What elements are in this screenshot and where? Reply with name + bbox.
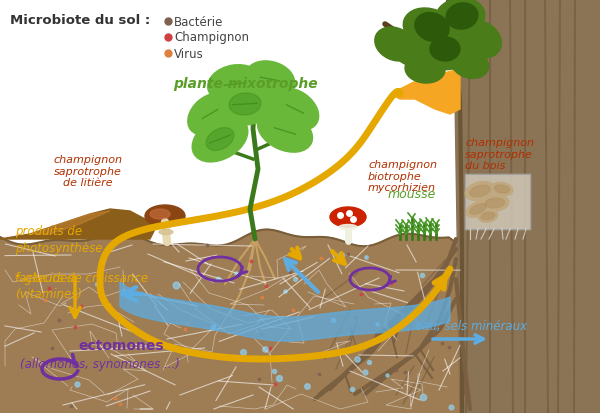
Ellipse shape — [470, 204, 486, 215]
Ellipse shape — [458, 21, 502, 59]
Ellipse shape — [188, 94, 232, 135]
Text: mousse: mousse — [388, 188, 436, 201]
Ellipse shape — [478, 210, 498, 223]
Ellipse shape — [491, 183, 513, 196]
Polygon shape — [390, 70, 460, 115]
Text: (allomones, synomones ...): (allomones, synomones ...) — [20, 357, 180, 370]
Ellipse shape — [145, 206, 185, 228]
Ellipse shape — [245, 62, 295, 98]
Ellipse shape — [257, 111, 313, 153]
Ellipse shape — [485, 199, 505, 208]
Ellipse shape — [494, 185, 509, 194]
Ellipse shape — [330, 207, 366, 228]
Ellipse shape — [466, 182, 494, 201]
Ellipse shape — [403, 9, 457, 51]
Ellipse shape — [481, 195, 509, 211]
Ellipse shape — [431, 39, 469, 71]
Ellipse shape — [451, 50, 489, 79]
Ellipse shape — [446, 4, 478, 30]
Ellipse shape — [150, 209, 170, 219]
Text: champignon
saprotrophe
du bois: champignon saprotrophe du bois — [465, 138, 534, 171]
Text: plante mixotrophe: plante mixotrophe — [173, 77, 317, 91]
Polygon shape — [0, 209, 155, 240]
Bar — [465, 175, 530, 230]
Text: facteurs de croissance
(vitamines): facteurs de croissance (vitamines) — [15, 271, 148, 300]
Polygon shape — [120, 282, 450, 341]
Ellipse shape — [229, 94, 261, 116]
Ellipse shape — [271, 89, 319, 131]
Ellipse shape — [466, 201, 490, 218]
Polygon shape — [0, 230, 600, 413]
Text: * glucides: * glucides — [15, 271, 74, 284]
Ellipse shape — [481, 213, 495, 220]
Bar — [465, 175, 530, 230]
Text: Virus: Virus — [174, 47, 204, 60]
Ellipse shape — [206, 128, 234, 151]
Text: Microbiote du sol :: Microbiote du sol : — [10, 14, 150, 27]
Ellipse shape — [435, 0, 485, 37]
Text: champignon
biotrophe
mycorhizien: champignon biotrophe mycorhizien — [368, 159, 437, 193]
Ellipse shape — [405, 56, 445, 84]
Text: produits de
photosynthèse :: produits de photosynthèse : — [15, 224, 110, 254]
Ellipse shape — [192, 117, 248, 163]
Ellipse shape — [470, 186, 490, 197]
Text: champignon
saprotrophe
de litière: champignon saprotrophe de litière — [53, 154, 122, 188]
Text: Champignon: Champignon — [174, 31, 249, 44]
Ellipse shape — [159, 230, 173, 235]
Ellipse shape — [430, 38, 460, 62]
Ellipse shape — [375, 28, 415, 62]
Ellipse shape — [392, 32, 437, 67]
Text: Bactérie: Bactérie — [174, 15, 223, 28]
Polygon shape — [448, 0, 600, 413]
Text: eau, sels minéraux: eau, sels minéraux — [415, 319, 527, 332]
Text: ectomones: ectomones — [78, 338, 164, 352]
Polygon shape — [30, 211, 110, 235]
Ellipse shape — [214, 84, 276, 126]
Ellipse shape — [208, 66, 262, 104]
Ellipse shape — [415, 14, 449, 43]
Ellipse shape — [339, 225, 357, 230]
